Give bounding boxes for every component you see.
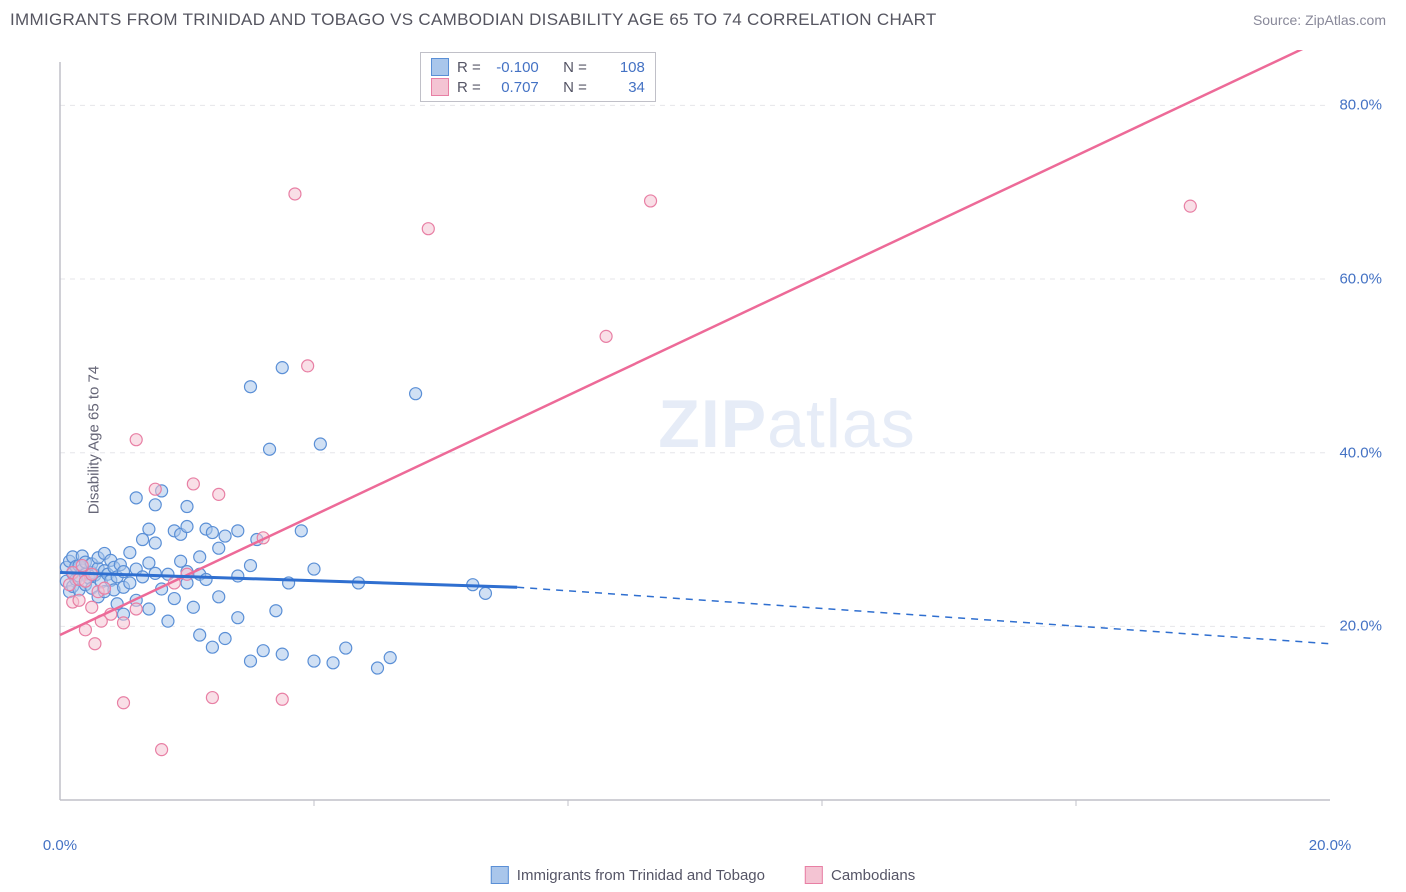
legend-item: Immigrants from Trinidad and Tobago xyxy=(491,866,765,884)
y-tick-label: 80.0% xyxy=(1339,97,1382,114)
correlation-legend-row: R =-0.100 N =108 xyxy=(431,57,645,77)
series-legend: Immigrants from Trinidad and Tobago Cambo… xyxy=(491,866,915,884)
legend-label: Cambodians xyxy=(831,867,915,884)
x-tick-label: 20.0% xyxy=(1309,837,1352,854)
x-tick-label: 0.0% xyxy=(43,837,77,854)
chart-title: IMMIGRANTS FROM TRINIDAD AND TOBAGO VS C… xyxy=(10,10,937,30)
title-bar: IMMIGRANTS FROM TRINIDAD AND TOBAGO VS C… xyxy=(0,0,1406,36)
legend-swatch xyxy=(431,58,449,76)
chart-area: Disability Age 65 to 74 ZIPatlas 20.0%40… xyxy=(50,50,1390,830)
legend-swatch xyxy=(805,866,823,884)
legend-item: Cambodians xyxy=(805,866,915,884)
legend-swatch xyxy=(491,866,509,884)
legend-swatch xyxy=(431,78,449,96)
correlation-legend: R =-0.100 N =108R =0.707 N =34 xyxy=(420,52,656,102)
y-tick-label: 60.0% xyxy=(1339,271,1382,288)
correlation-legend-row: R =0.707 N =34 xyxy=(431,77,645,97)
legend-label: Immigrants from Trinidad and Tobago xyxy=(517,867,765,884)
source-attribution: Source: ZipAtlas.com xyxy=(1253,12,1386,28)
y-tick-label: 20.0% xyxy=(1339,618,1382,635)
y-tick-label: 40.0% xyxy=(1339,444,1382,461)
scatter-plot xyxy=(50,50,1390,830)
